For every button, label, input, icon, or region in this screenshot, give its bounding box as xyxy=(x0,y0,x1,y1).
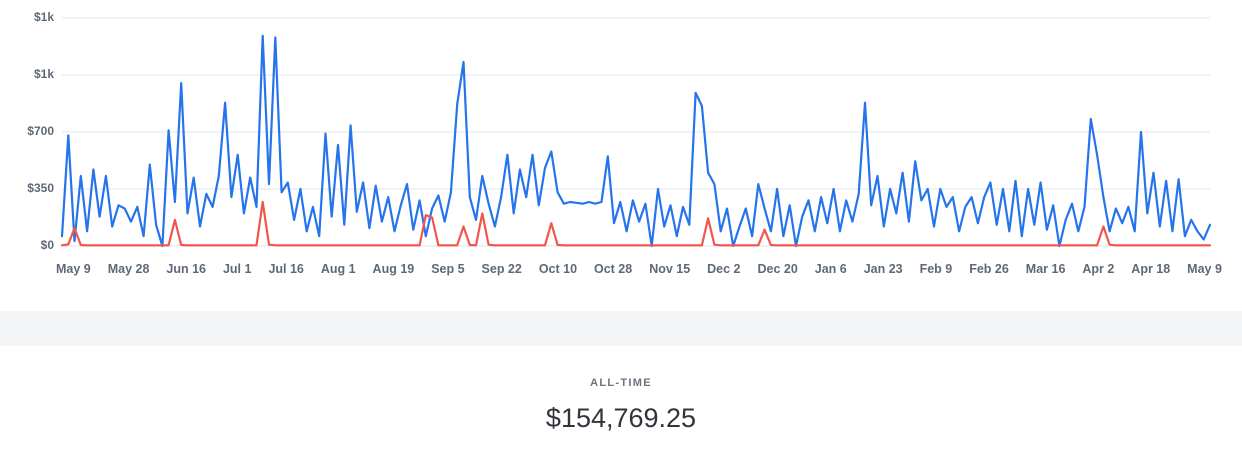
x-tick-label: Feb 26 xyxy=(969,262,1009,276)
x-tick-label: Jun 16 xyxy=(166,262,206,276)
x-tick-label: Feb 9 xyxy=(919,262,953,276)
x-tick-label: Apr 18 xyxy=(1131,262,1171,276)
x-tick-label: May 9 xyxy=(1187,262,1222,276)
x-tick-label: Oct 28 xyxy=(594,262,633,276)
x-tick-label: May 9 xyxy=(56,262,91,276)
x-tick-label: Mar 16 xyxy=(1025,262,1066,276)
all-time-amount: $154,769.25 xyxy=(545,403,697,433)
x-tick-label: Jan 23 xyxy=(863,262,903,276)
x-tick-label: Jul 1 xyxy=(222,262,252,276)
revenue-chart[interactable]: $1k $1k $700 $350 $0 May 9 May 28 Jun 16 Jul 1 J… xyxy=(0,0,1242,300)
x-tick-label: Aug 19 xyxy=(372,262,415,276)
x-tick-label: Jul 16 xyxy=(268,262,304,276)
divider-band xyxy=(0,311,1242,346)
y-tick-label: $1k xyxy=(33,10,54,24)
x-tick-label: Dec 20 xyxy=(757,262,798,276)
x-tick-label: Nov 15 xyxy=(649,262,691,276)
x-tick-label: Sep 5 xyxy=(431,262,465,276)
x-tick-label: Aug 1 xyxy=(320,262,356,276)
series-revenue-previous xyxy=(60,200,1212,247)
y-tick-label: $700 xyxy=(27,124,54,138)
chart-plot[interactable] xyxy=(60,17,1212,248)
x-tick-label: May 28 xyxy=(107,262,150,276)
all-time-summary: ALL-TIME $154,769.25 xyxy=(0,346,1242,451)
x-tick-label: Sep 22 xyxy=(481,262,522,276)
y-tick-label: $1k xyxy=(33,67,54,81)
x-tick-label: Oct 10 xyxy=(538,262,578,276)
all-time-label: ALL-TIME xyxy=(590,377,652,389)
x-tick-label: Jan 6 xyxy=(814,262,847,276)
series-revenue-current xyxy=(60,34,1212,248)
x-tick-label: Dec 2 xyxy=(707,262,741,276)
y-tick-label: $0 xyxy=(40,238,54,252)
x-tick-label: Apr 2 xyxy=(1082,262,1115,276)
y-tick-label: $350 xyxy=(27,181,54,195)
x-axis: May 9 May 28 Jun 16 Jul 1 Jul 16 Aug 1 Aug 19 S… xyxy=(56,262,1222,276)
